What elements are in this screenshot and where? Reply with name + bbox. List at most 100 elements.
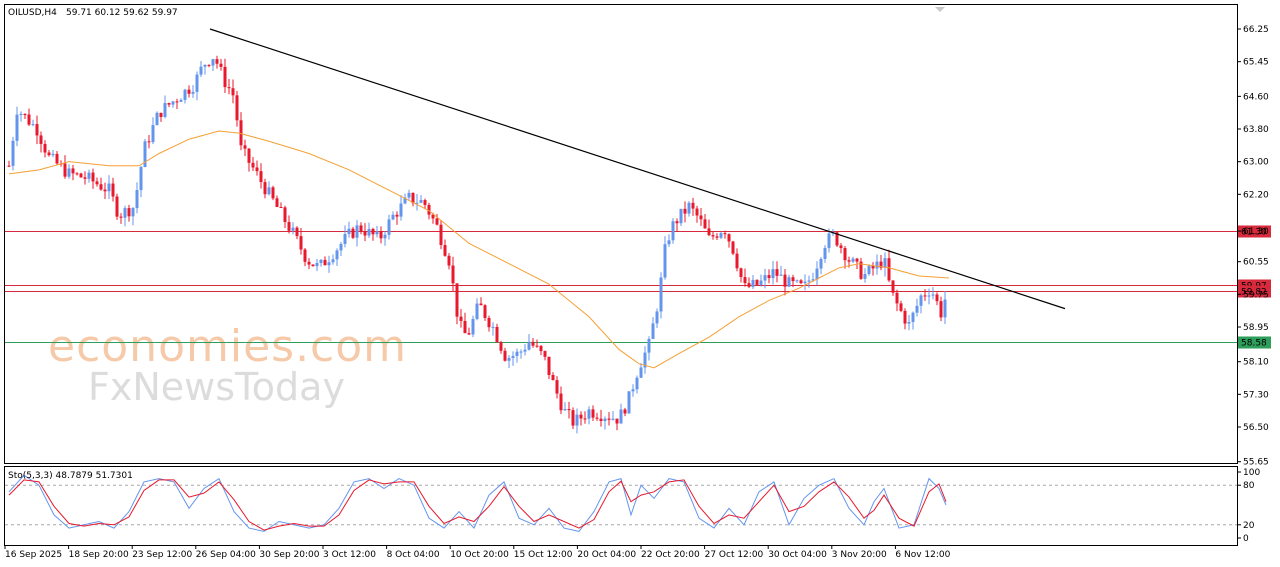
candle-bear xyxy=(39,135,43,144)
candle-bear xyxy=(255,167,259,172)
candle-bull xyxy=(811,279,815,281)
candle-bear xyxy=(287,222,291,231)
y-tick-label: 55.65 xyxy=(1243,458,1269,468)
candle-bull xyxy=(355,225,359,238)
candle-bull xyxy=(619,409,623,424)
candle-bull xyxy=(143,141,147,168)
candle-bull xyxy=(651,323,655,339)
level-badge-59.82 xyxy=(1238,285,1271,298)
candle-bull xyxy=(663,244,667,278)
candle-bull xyxy=(863,274,867,279)
candle-bull xyxy=(347,228,351,234)
candle-bear xyxy=(571,410,575,426)
candle-bull xyxy=(391,214,395,220)
candle-bear xyxy=(83,177,87,179)
candle-bear xyxy=(727,234,731,242)
candle-bull xyxy=(155,112,159,126)
candle-bear xyxy=(567,409,571,411)
candle-bull xyxy=(635,377,639,390)
candle-bear xyxy=(843,248,847,261)
candle-bull xyxy=(67,168,71,177)
candle-bull xyxy=(331,259,335,263)
candle-bear xyxy=(259,171,263,183)
candle-bear xyxy=(923,295,927,297)
candle-bear xyxy=(623,409,627,414)
candle-bear xyxy=(599,418,603,422)
x-tick-label: 30 Oct 04:00 xyxy=(768,550,827,560)
candle-bull xyxy=(751,279,755,287)
candle-bull xyxy=(375,231,379,235)
y-tick-label: 57.30 xyxy=(1243,390,1269,400)
candle-bull xyxy=(19,113,23,115)
candle-bear xyxy=(55,153,59,164)
stochastic-d-line[interactable] xyxy=(8,479,947,531)
candle-bull xyxy=(315,262,319,267)
scroll-marker-icon[interactable] xyxy=(935,7,945,12)
candle-bull xyxy=(627,391,631,414)
candle-bull xyxy=(763,275,767,281)
stoch-y-tick-label: 20 xyxy=(1243,521,1255,531)
candle-bear xyxy=(271,187,275,199)
candle-bull xyxy=(603,418,607,422)
candle-bull xyxy=(191,91,195,94)
candle-bull xyxy=(51,153,55,156)
candle-bear xyxy=(207,64,211,66)
candle-bear xyxy=(411,192,415,204)
candle-bull xyxy=(471,319,475,335)
candle-bull xyxy=(719,233,723,238)
candle-bear xyxy=(35,124,39,136)
candle-bear xyxy=(895,292,899,304)
candle-bear xyxy=(499,342,503,351)
candle-bear xyxy=(159,112,163,118)
stochastic-k-line[interactable] xyxy=(8,474,947,532)
y-tick-label: 61.30 xyxy=(1243,227,1269,237)
x-tick-label: 10 Oct 20:00 xyxy=(450,550,509,560)
x-tick-label: 20 Oct 04:00 xyxy=(577,550,636,560)
candle-bull xyxy=(655,311,659,324)
stoch-y-tick-label: 100 xyxy=(1243,468,1260,478)
candle-bear xyxy=(351,228,355,238)
candle-bear xyxy=(79,173,83,178)
watermark-fxnewstoday: FxNewsToday xyxy=(88,365,345,409)
y-tick-label: 62.20 xyxy=(1243,190,1269,200)
candle-bear xyxy=(695,208,699,216)
candle-bull xyxy=(911,312,915,322)
candle-bull xyxy=(327,262,331,266)
candle-bear xyxy=(891,280,895,293)
x-tick-label: 15 Oct 12:00 xyxy=(514,550,573,560)
candle-bull xyxy=(867,265,871,275)
candle-bull xyxy=(679,208,683,224)
candle-bear xyxy=(459,316,463,321)
candle-bull xyxy=(123,208,127,218)
y-tick-label: 58.95 xyxy=(1243,323,1269,333)
candle-bear xyxy=(247,148,251,163)
candle-bear xyxy=(859,261,863,279)
candle-bear xyxy=(431,214,435,219)
main-pane[interactable] xyxy=(4,4,1238,464)
candle-bull xyxy=(195,74,199,92)
x-tick-label: 27 Oct 12:00 xyxy=(705,550,764,560)
candle-bear xyxy=(283,207,287,223)
candle-bear xyxy=(551,374,555,381)
candle-bull xyxy=(519,351,523,353)
candle-bull xyxy=(343,233,347,244)
candle-bear xyxy=(543,351,547,357)
moving-average-line[interactable] xyxy=(8,130,950,369)
candle-bear xyxy=(847,260,851,262)
candle-bull xyxy=(415,202,419,204)
candle-bull xyxy=(827,233,831,248)
candle-bull xyxy=(139,167,143,191)
symbol-label: OILUSD,H4 xyxy=(8,8,57,18)
candle-bull xyxy=(687,202,691,214)
candle-bear xyxy=(263,182,267,195)
candle-bear xyxy=(703,219,707,229)
candle-bull xyxy=(575,414,579,426)
candle-bull xyxy=(339,243,343,251)
candle-bear xyxy=(903,310,907,324)
descending-trendline[interactable] xyxy=(209,28,1066,310)
candle-bull xyxy=(943,299,947,318)
candle-bear xyxy=(939,301,943,318)
candle-bear xyxy=(359,225,363,232)
candle-bear xyxy=(747,283,751,287)
